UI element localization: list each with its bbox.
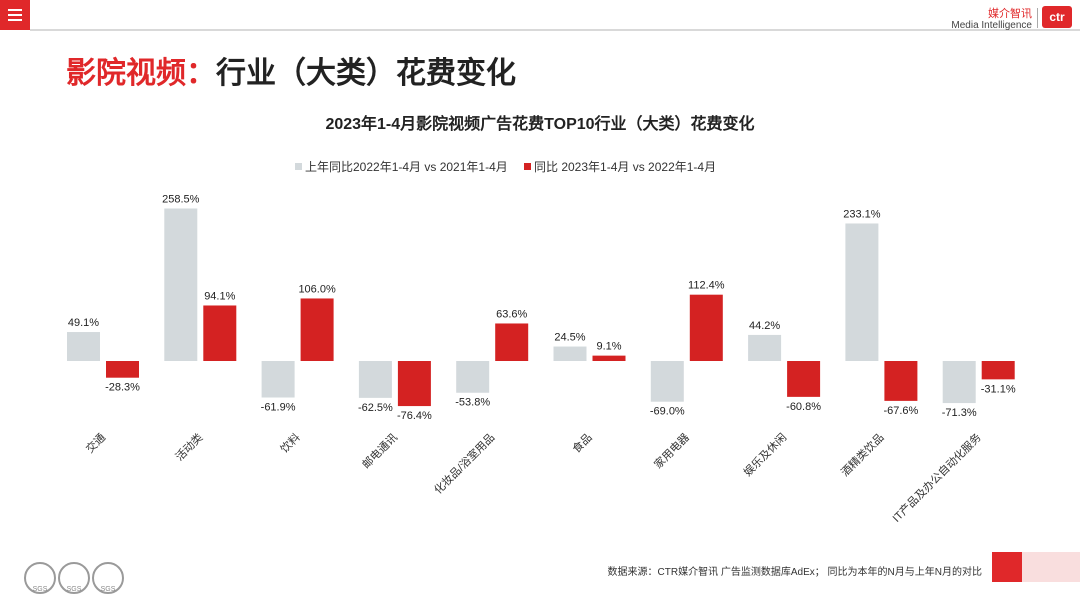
data-label: 9.1% <box>596 341 621 353</box>
data-label: -62.5% <box>358 402 393 414</box>
ctr-logo: ctr <box>1042 6 1072 28</box>
bar <box>164 208 198 361</box>
footer-accent-block <box>992 552 1022 582</box>
bar <box>456 361 490 393</box>
bar <box>67 332 100 361</box>
sgs-badge-icon: SGS <box>24 562 56 594</box>
page-title-accent: 影院视频： <box>66 57 216 90</box>
data-label: 258.5% <box>162 193 200 205</box>
category-label: 食品 <box>569 430 594 455</box>
brand-block: 媒介智讯 Media Intelligence <box>951 8 1032 32</box>
bar <box>592 355 626 361</box>
bar <box>495 323 529 361</box>
data-label: -76.4% <box>397 410 432 422</box>
data-label: -67.6% <box>883 405 918 417</box>
brand-name-en: Media Intelligence <box>951 20 1032 31</box>
header-divider <box>30 29 1080 31</box>
bar <box>981 361 1015 380</box>
data-label: 44.2% <box>749 320 780 332</box>
bar <box>300 298 334 361</box>
data-label: 233.1% <box>843 208 881 220</box>
menu-icon <box>8 9 22 11</box>
bar <box>748 334 782 361</box>
page-title: 影院视频：行业（大类）花费变化 <box>66 48 516 92</box>
data-label: -69.0% <box>650 406 685 418</box>
brand-name-cn: 媒介智讯 <box>988 8 1032 20</box>
category-label: 交通 <box>83 430 108 455</box>
bar <box>397 361 431 407</box>
legend-swatch <box>295 163 302 170</box>
category-label: 化妆品/浴室用品 <box>431 430 498 497</box>
legend-label: 上年同比2022年1-4月 vs 2021年1-4月 <box>305 160 508 174</box>
footer-accent-strip <box>1022 552 1080 582</box>
bar <box>787 361 821 397</box>
menu-button[interactable] <box>0 0 30 30</box>
bar <box>261 361 295 398</box>
bar <box>358 361 392 398</box>
data-label: 112.4% <box>688 280 725 292</box>
data-label: 24.5% <box>554 332 585 344</box>
sgs-badge-icon: SGS <box>58 562 90 594</box>
legend-swatch <box>524 163 531 170</box>
data-label: 49.1% <box>68 317 99 329</box>
category-label: IT产品及办公自动化服务 <box>889 430 984 525</box>
bar <box>884 361 918 401</box>
bar <box>689 294 723 361</box>
bar <box>942 361 976 404</box>
legend-label: 同比 2023年1-4月 vs 2022年1-4月 <box>534 160 716 174</box>
data-label: 94.1% <box>204 290 235 302</box>
bar <box>106 361 139 378</box>
category-label: 家用电器 <box>651 430 692 471</box>
page-title-rest: 行业（大类）花费变化 <box>216 57 516 90</box>
data-label: 63.6% <box>496 308 527 320</box>
bar <box>553 346 587 361</box>
chart-title: 2023年1-4月影院视频广告花费TOP10行业（大类）花费变化 <box>325 116 755 133</box>
bar <box>203 305 237 361</box>
category-label: 活动类 <box>172 430 205 463</box>
data-label: -31.1% <box>981 383 1016 395</box>
data-label: -71.3% <box>942 407 977 419</box>
data-label: -60.8% <box>786 401 821 413</box>
bar-chart: 上年同比2022年1-4月 vs 2021年1-4月 同比 2023年1-4月 v… <box>67 160 1016 525</box>
sgs-badge-icon: SGS <box>92 562 124 594</box>
category-label: 邮电通讯 <box>360 431 400 471</box>
data-source-note: 数据来源：CTR媒介智讯 广告监测数据库AdEx； 同比为本年的N月与上年N月的… <box>607 567 982 578</box>
category-label: 酒精类饮品 <box>838 430 887 479</box>
category-label: 娱乐及休闲 <box>740 430 789 479</box>
bar <box>845 223 879 361</box>
data-label: -61.9% <box>261 402 296 414</box>
data-label: 106.0% <box>298 283 336 295</box>
data-label: -53.8% <box>455 397 490 409</box>
bar <box>650 361 684 402</box>
category-label: 饮料 <box>277 430 302 455</box>
data-label: -28.3% <box>105 382 140 394</box>
